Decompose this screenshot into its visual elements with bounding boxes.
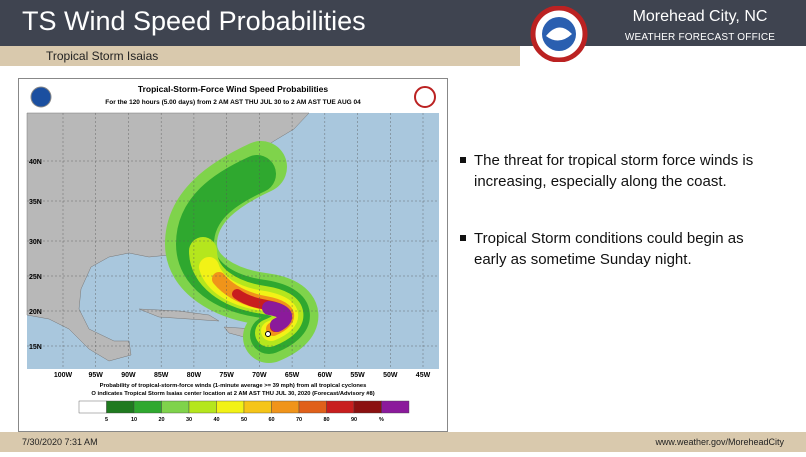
lon-label: 100W bbox=[54, 372, 73, 379]
scale-label: 5 bbox=[105, 417, 108, 423]
lon-label: 75W bbox=[219, 372, 234, 379]
lon-label: 50W bbox=[383, 372, 398, 379]
map-caption: Probability of tropical-storm-force wind… bbox=[100, 383, 367, 389]
scale-label: 80 bbox=[323, 417, 329, 423]
noaa-logo bbox=[30, 86, 52, 108]
scale-swatch bbox=[381, 400, 410, 414]
scale-swatch bbox=[106, 400, 135, 414]
scale-label: 30 bbox=[186, 417, 192, 423]
lat-label: 30N bbox=[29, 239, 42, 246]
lon-label: 45W bbox=[416, 372, 431, 379]
scale-label: 70 bbox=[296, 417, 302, 423]
lon-label: 65W bbox=[285, 372, 300, 379]
lat-label: 15N bbox=[29, 344, 42, 351]
scale-swatch bbox=[243, 400, 272, 414]
bullet: The threat for tropical storm force wind… bbox=[460, 150, 780, 192]
lat-label: 40N bbox=[29, 159, 42, 166]
lon-label: 95W bbox=[89, 372, 104, 379]
scale-label: 40 bbox=[213, 417, 219, 423]
scale-label: % bbox=[379, 417, 384, 423]
scale-label: 60 bbox=[268, 417, 274, 423]
map-panel: Tropical-Storm-Force Wind Speed Probabil… bbox=[18, 78, 448, 432]
map-caption: O indicates Tropical Storm Isaias center… bbox=[91, 391, 374, 397]
lat-label: 20N bbox=[29, 309, 42, 316]
lon-label: 60W bbox=[318, 372, 333, 379]
bullet: Tropical Storm conditions could begin as… bbox=[460, 228, 780, 270]
scale-swatch bbox=[326, 400, 355, 414]
scale-swatch bbox=[271, 400, 300, 414]
footer-url: www.weather.gov/MoreheadCity bbox=[655, 437, 784, 447]
office-type: WEATHER FORECAST OFFICE bbox=[624, 32, 776, 43]
header-bar bbox=[0, 0, 806, 46]
slide-subtitle: Tropical Storm Isaias bbox=[46, 49, 159, 63]
storm-center bbox=[265, 331, 271, 337]
footer-date: 7/30/2020 7:31 AM bbox=[22, 437, 98, 447]
lon-label: 55W bbox=[350, 372, 365, 379]
scale-label: 20 bbox=[158, 417, 164, 423]
slide-title: TS Wind Speed Probabilities bbox=[22, 6, 366, 36]
scale-label: 50 bbox=[241, 417, 247, 423]
lon-label: 85W bbox=[154, 372, 169, 379]
subtitle-bar: Tropical Storm Isaias bbox=[0, 46, 520, 66]
map-subtitle: For the 120 hours (5.00 days) from 2 AM … bbox=[105, 99, 361, 106]
bullet-list: The threat for tropical storm force wind… bbox=[460, 150, 780, 306]
map-title: Tropical-Storm-Force Wind Speed Probabil… bbox=[138, 84, 329, 94]
scale-swatch bbox=[298, 400, 327, 414]
footer-bar: 7/30/2020 7:31 AM www.weather.gov/Morehe… bbox=[0, 432, 806, 452]
nws-logo bbox=[530, 6, 588, 62]
scale-swatch bbox=[353, 400, 382, 414]
nws-logo-small bbox=[414, 86, 436, 108]
scale-swatch bbox=[188, 400, 217, 414]
lat-label: 25N bbox=[29, 274, 42, 281]
map: Tropical-Storm-Force Wind Speed Probabil… bbox=[26, 84, 439, 423]
scale-label: 90 bbox=[351, 417, 357, 423]
scale-swatch bbox=[216, 400, 245, 414]
scale-swatch bbox=[161, 400, 190, 414]
scale-swatch bbox=[78, 400, 107, 414]
lon-label: 70W bbox=[252, 372, 267, 379]
lat-label: 35N bbox=[29, 199, 42, 206]
lon-label: 80W bbox=[187, 372, 202, 379]
office-block: Morehead City, NC WEATHER FORECAST OFFIC… bbox=[600, 8, 800, 43]
office-city: Morehead City, NC bbox=[632, 8, 768, 25]
lon-label: 90W bbox=[121, 372, 136, 379]
scale-label: 10 bbox=[131, 417, 137, 423]
scale-swatch bbox=[133, 400, 162, 414]
